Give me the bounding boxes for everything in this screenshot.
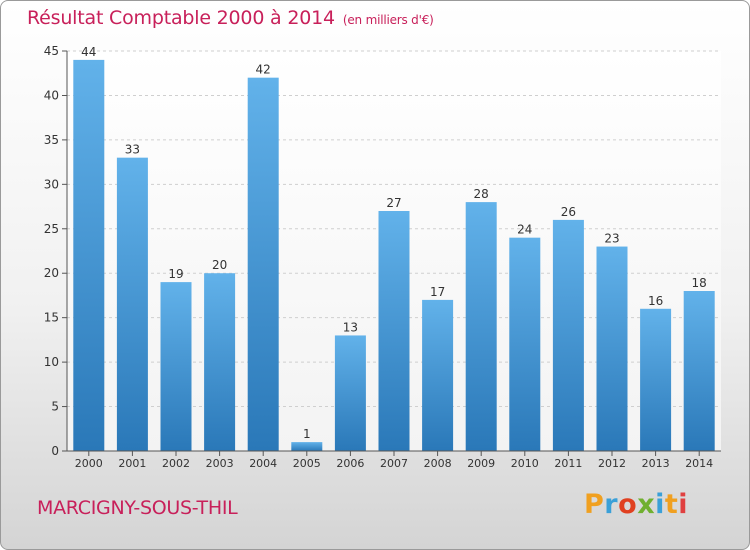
bar [683,291,715,451]
y-tick-label: 0 [51,444,59,458]
bar-value-label: 1 [303,427,311,441]
x-tick-label: 2014 [685,457,713,470]
bar-value-label: 20 [212,258,227,272]
proxiti-logo: Proxiti [584,489,688,520]
x-tick-label: 2006 [336,457,364,470]
logo-letter: o [618,489,638,520]
chart-title: Résultat Comptable 2000 à 2014 [27,7,335,29]
y-tick-label: 45 [44,44,59,58]
x-tick-label: 2004 [249,457,277,470]
y-tick-label: 15 [44,311,59,325]
bar-value-label: 44 [81,45,96,59]
logo-letter: x [637,489,656,520]
commune-name: MARCIGNY-SOUS-THIL [37,497,238,519]
logo-letter: r [604,489,619,520]
bar [116,157,148,451]
x-tick-label: 2009 [467,457,495,470]
x-tick-label: 2012 [598,457,626,470]
bar [509,237,541,451]
y-tick-label: 20 [44,266,59,280]
bar [552,219,584,451]
bar-value-label: 13 [343,320,358,334]
bar-value-label: 27 [386,196,401,210]
bar [422,299,454,451]
bar [160,282,192,451]
x-tick-label: 2013 [642,457,670,470]
bar [640,308,672,451]
y-tick-label: 10 [44,355,59,369]
bar [334,335,366,451]
x-tick-label: 2000 [75,457,103,470]
bar-value-label: 33 [125,143,140,157]
logo-letter: i [678,489,689,520]
y-tick-label: 35 [44,133,59,147]
bar-value-label: 16 [648,294,663,308]
x-tick-label: 2001 [118,457,146,470]
x-tick-label: 2008 [424,457,452,470]
bar-value-label: 23 [604,232,619,246]
bar-value-label: 17 [430,285,445,299]
logo-letter: i [655,489,665,520]
bar-value-label: 19 [168,267,183,281]
y-tick-label: 30 [44,177,59,191]
x-tick-label: 2010 [511,457,539,470]
bar [204,273,236,451]
bar [465,202,497,451]
x-tick-label: 2003 [206,457,234,470]
x-tick-label: 2002 [162,457,190,470]
bar-value-label: 28 [474,187,489,201]
y-tick-label: 5 [51,400,59,414]
bar-value-label: 24 [517,223,532,237]
bar-value-label: 18 [692,276,707,290]
x-tick-label: 2007 [380,457,408,470]
chart-title-block: Résultat Comptable 2000 à 2014 (en millie… [27,7,434,29]
bar-value-label: 26 [561,205,576,219]
bar [378,211,410,451]
bar [247,77,279,452]
bar-value-label: 42 [256,63,271,77]
logo-letter: t [664,489,679,520]
y-tick-label: 25 [44,222,59,236]
x-tick-label: 2011 [554,457,582,470]
chart-unit: (en milliers d'€) [342,13,434,27]
bar [291,442,323,451]
bar [73,59,105,452]
x-tick-label: 2005 [293,457,321,470]
bar [596,246,628,451]
logo-letter: P [584,489,605,520]
y-tick-label: 40 [44,88,59,102]
